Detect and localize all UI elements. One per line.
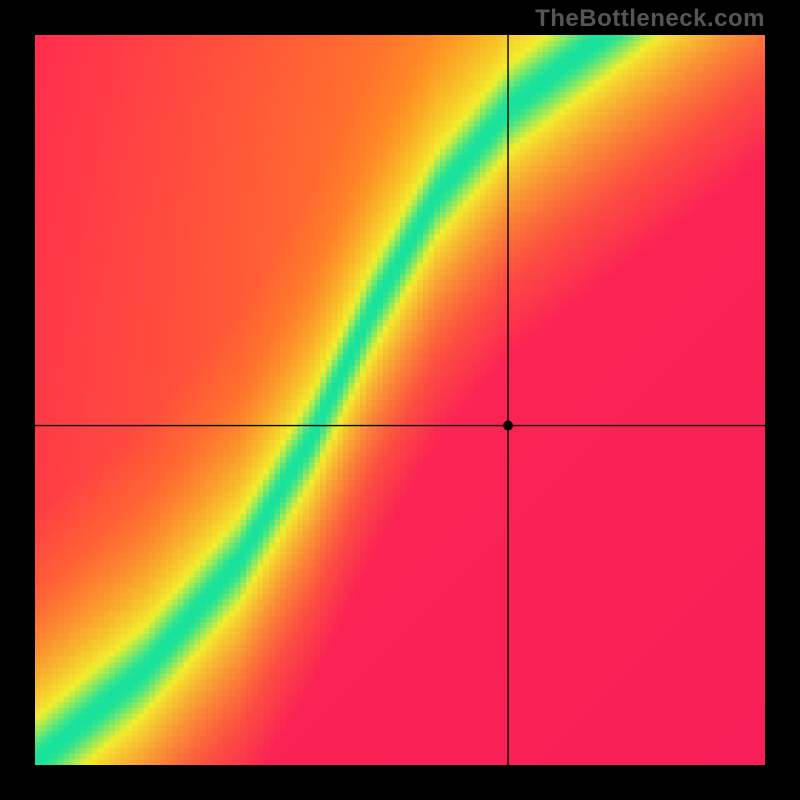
bottleneck-heatmap <box>35 35 765 765</box>
watermark-text: TheBottleneck.com <box>535 5 765 33</box>
chart-container: { "watermark": { "text": "TheBottleneck.… <box>0 0 800 800</box>
